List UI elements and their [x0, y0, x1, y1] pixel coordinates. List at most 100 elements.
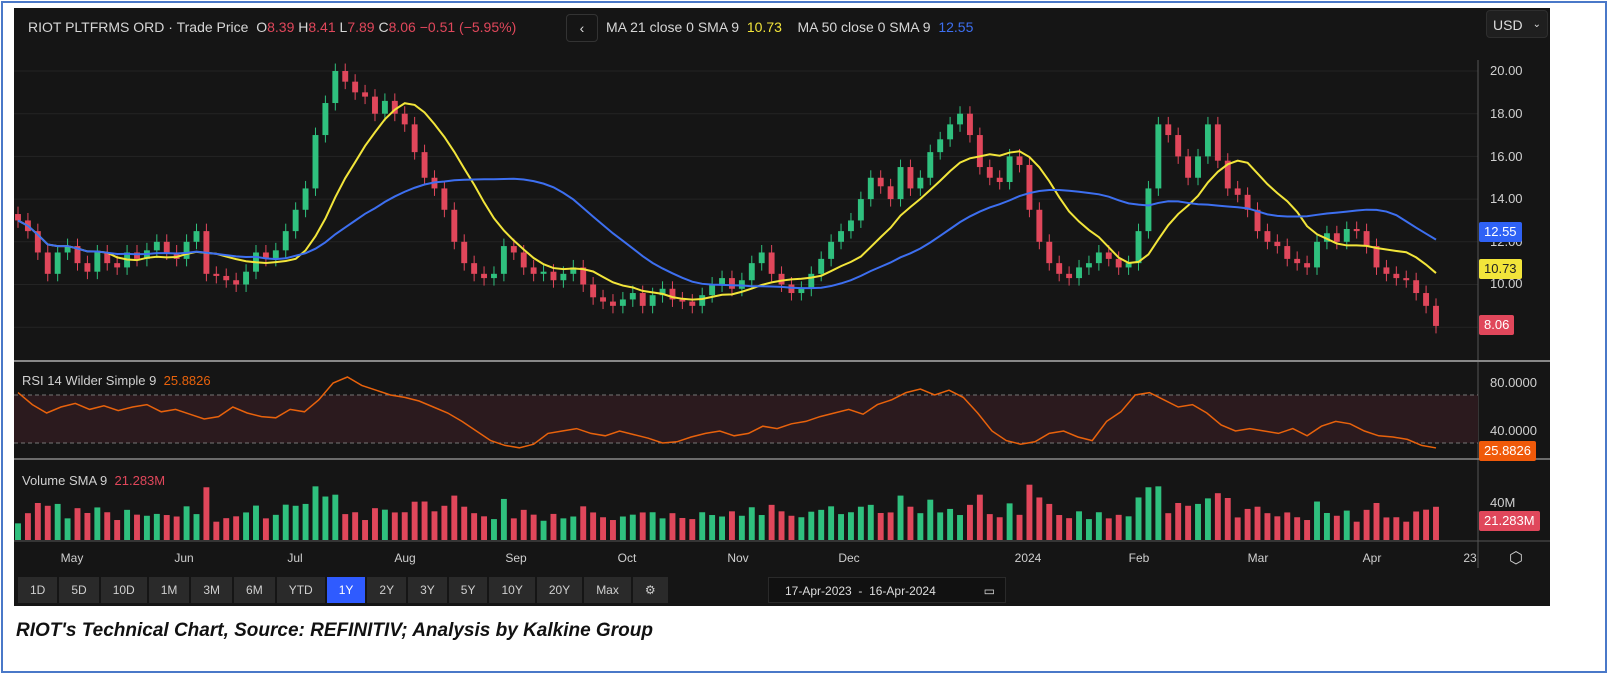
visibility-settings-icon[interactable]: ⬡ [1509, 550, 1523, 567]
range-button-10y[interactable]: 10Y [489, 577, 535, 603]
candle-body [1076, 267, 1082, 279]
candle-body [1006, 156, 1013, 183]
volume-bar [947, 508, 954, 540]
volume-bar [877, 512, 884, 540]
range-button-6m[interactable]: 6M [234, 577, 275, 603]
volume-bar [134, 514, 140, 540]
volume-bar [352, 512, 359, 540]
candle-body [1026, 164, 1033, 210]
range-button-bar: 1D 5D 10D 1M 3M 6M YTD 1Y 2Y 3Y 5Y 10Y 20Y Max ⚙ [18, 577, 668, 603]
volume-bar [649, 512, 656, 540]
volume-bar [262, 518, 269, 540]
volume-bar [1264, 513, 1271, 540]
volume-bar [481, 516, 488, 540]
candle-body [1214, 124, 1221, 161]
candle-body [510, 246, 517, 253]
volume-bar [282, 504, 289, 540]
range-button-1y[interactable]: 1Y [326, 577, 366, 603]
range-button-5d[interactable]: 5D [59, 577, 99, 603]
volume-bar [1016, 514, 1023, 540]
rsi-legend: RSI 14 Wilder Simple 9 25.8826 [22, 373, 211, 388]
volume-bar [342, 514, 349, 540]
volume-bar [798, 517, 805, 540]
range-button-3y[interactable]: 3Y [408, 577, 447, 603]
volume-bar [1403, 521, 1410, 540]
candle-body [540, 271, 547, 274]
range-button-10d[interactable]: 10D [100, 577, 147, 603]
candle-body [500, 246, 507, 274]
date-range-picker[interactable]: 17-Apr-2023 - 16-Apr-2024 ▭ [768, 577, 1006, 603]
range-button-20y[interactable]: 20Y [536, 577, 583, 603]
candle-body [1393, 273, 1400, 279]
calendar-icon[interactable]: ▭ [983, 584, 995, 598]
range-button-1d[interactable]: 1D [18, 577, 58, 603]
volume-bar [719, 516, 725, 540]
volume-bar [461, 506, 468, 540]
time-axis-label: Nov [727, 551, 749, 565]
time-axis-label: Dec [838, 551, 860, 565]
candle-body [966, 113, 973, 136]
candle-body [421, 152, 428, 178]
candle-body [847, 220, 854, 232]
candle-body [600, 297, 607, 302]
close-label: C [378, 19, 389, 35]
candle-body [74, 246, 81, 264]
candle-body [1234, 188, 1241, 195]
candle-body [451, 209, 458, 242]
candle-body [986, 167, 993, 178]
range-button-ytd[interactable]: YTD [276, 577, 325, 603]
candle-body [818, 258, 825, 274]
volume-bar [540, 520, 547, 540]
candle-body [461, 241, 468, 264]
candle-body [471, 263, 478, 274]
candle-body [1333, 233, 1340, 242]
candle-body [153, 241, 160, 251]
candle-body [1304, 263, 1311, 268]
volume-bar [887, 512, 894, 540]
volume-bar [639, 512, 646, 540]
volume-bar [1413, 511, 1420, 540]
ma21-price-tag: 10.73 [1479, 259, 1522, 279]
candle-body [719, 278, 725, 285]
symbol-name: RIOT PLTFRMS ORD [28, 19, 165, 35]
currency-dropdown[interactable]: USD ⌄ [1486, 10, 1548, 38]
candle-body [1403, 278, 1410, 281]
candle-body [1095, 252, 1102, 264]
ma50-value: 12.55 [938, 19, 974, 35]
volume-bar [729, 511, 735, 540]
collapse-legend-button[interactable]: ‹ [566, 14, 598, 42]
volume-bar [1165, 513, 1172, 540]
volume-bar [1274, 516, 1281, 540]
volume-bar [927, 499, 934, 540]
candle-body [15, 214, 21, 221]
range-button-2y[interactable]: 2Y [367, 577, 407, 603]
volume-bar [996, 517, 1003, 540]
candle-body [649, 295, 656, 306]
volume-bar [550, 513, 557, 540]
gear-icon[interactable]: ⚙ [632, 577, 668, 603]
range-button-5y[interactable]: 5Y [448, 577, 488, 603]
volume-bar [1333, 515, 1340, 540]
candle-body [748, 263, 755, 281]
high-label: H [298, 19, 309, 35]
volume-bar [1373, 503, 1380, 540]
candle-body [1433, 305, 1439, 326]
volume-bar [203, 487, 210, 540]
volume-bar [421, 501, 428, 540]
candle-body [84, 263, 91, 272]
range-button-3m[interactable]: 3M [191, 577, 233, 603]
candle-body [1175, 135, 1182, 157]
range-button-1m[interactable]: 1M [148, 577, 190, 603]
ma50-line [17, 177, 1437, 290]
volume-bar [778, 511, 785, 540]
volume-bar [391, 512, 398, 540]
volume-bar [1046, 503, 1053, 540]
candle-body [163, 241, 170, 253]
price-axis-label: 10.00 [1490, 276, 1523, 291]
volume-bar [362, 520, 369, 540]
range-button-max[interactable]: Max [584, 577, 631, 603]
candle-body [610, 301, 616, 306]
volume-bar [699, 512, 706, 540]
volume-bar [253, 505, 259, 540]
